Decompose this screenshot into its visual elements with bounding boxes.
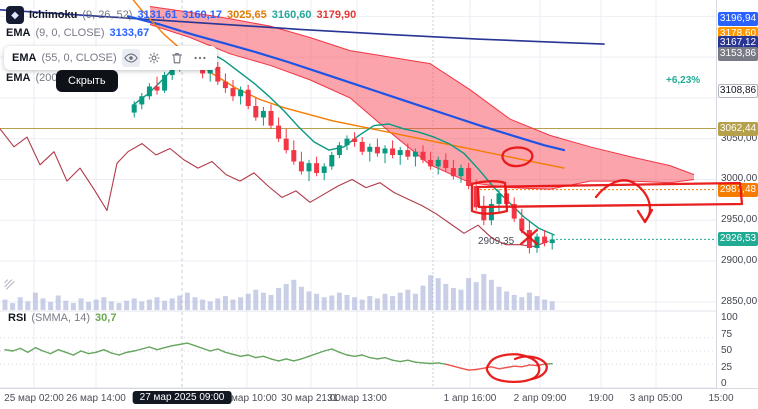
legend-hover-pill: EMA (55, 0, CLOSE): [4, 46, 217, 70]
low-price-label: 2909,35: [478, 236, 515, 247]
price-badge: 3062,44: [718, 121, 758, 136]
price-badge: 2987,48: [718, 182, 758, 197]
gear-icon[interactable]: [145, 49, 163, 67]
rsi-axis-label: 50: [721, 345, 733, 356]
line-chikou: [0, 128, 549, 247]
rsi-axis-label: 0: [721, 378, 727, 389]
line-ema200: [0, 9, 605, 45]
ichimoku-value-3: 3025,65: [226, 9, 267, 21]
indicator-name: RSI: [8, 312, 27, 324]
price-axis-label: 2850,00: [721, 295, 758, 307]
time-tick: 26 мар 14:00: [66, 393, 126, 404]
time-axis[interactable]: 27 мар 2025 09:00 25 мар 02:00 26 мар 14:…: [0, 388, 758, 409]
ichimoku-value-2: 3160,17: [182, 9, 222, 21]
indicator-name: EMA: [6, 27, 31, 39]
ichimoku-value-1: 3131,61: [137, 9, 178, 21]
ichimoku-value-4: 3160,60: [271, 9, 312, 21]
price-axis-label: 3000,00: [721, 173, 758, 185]
pattern-tool-icon[interactable]: [3, 278, 16, 296]
legend-row-ema9[interactable]: EMA (9, 0, CLOSE) 3133,67: [6, 27, 149, 39]
price-axis[interactable]: 3050,00 3000,00 2950,00 2900,00 2850,00 3196,…: [716, 0, 758, 389]
time-tick: 28 мар 10:00: [217, 393, 277, 404]
indicator-name: EMA: [12, 52, 37, 64]
price-badge: 3167,12: [718, 36, 758, 51]
price-badge: 3108,86: [718, 83, 758, 98]
legend-row-rsi[interactable]: RSI (SMMA, 14) 30,7: [8, 312, 116, 324]
crosshair-time-badge: 27 мар 2025 09:00: [132, 391, 232, 404]
line-kijun: [126, 15, 566, 152]
time-tick: 15:00: [708, 393, 734, 404]
indicator-params: (9, 0, CLOSE): [35, 27, 105, 39]
time-tick: 31 мар 13:00: [327, 393, 387, 404]
price-badge: 2926,53: [718, 232, 758, 247]
more-options-icon[interactable]: [191, 49, 209, 67]
indicator-values: 3131,61 3160,17 3025,65 3160,60 3179,90: [137, 9, 356, 21]
time-tick: 3 апр 05:00: [629, 393, 683, 404]
indicator-params: (SMMA, 14): [31, 312, 91, 324]
trash-icon[interactable]: [168, 49, 186, 67]
price-axis-label: 2950,00: [721, 214, 758, 226]
level-lines: [0, 128, 716, 240]
rsi-value: 30,7: [95, 312, 117, 324]
hide-tooltip: Скрыть: [56, 70, 118, 92]
rsi-axis-label: 75: [721, 328, 733, 340]
time-tick: 2 апр 09:00: [513, 393, 567, 404]
indicator-name: EMA: [6, 72, 31, 84]
rsi-bands: [0, 337, 716, 365]
time-tick: 25 мар 02:00: [4, 393, 64, 404]
price-axis-label: 3050,00: [721, 132, 758, 144]
indicator-name: Ichimoku: [29, 9, 78, 21]
price-badge: 3153,86: [718, 46, 758, 61]
time-tick: 30 мар 21:00: [281, 393, 341, 404]
percent-change-label: +6,23%: [666, 75, 701, 86]
time-tick: 1 апр 16:00: [443, 393, 497, 404]
legend-row-ema55[interactable]: EMA (55, 0, CLOSE): [4, 46, 217, 70]
price-badge: 3196,94: [718, 11, 758, 26]
eye-icon[interactable]: [121, 49, 140, 67]
ema9-value: 3133,67: [109, 27, 150, 39]
indicator-params: (55, 0, CLOSE): [41, 52, 117, 64]
legend-row-ichimoku[interactable]: ◆ Ichimoku (9, 26, 52) 3131,61 3160,17 3…: [6, 6, 356, 24]
indicator-params: (9, 26, 52): [82, 9, 133, 21]
price-axis-label: 2900,00: [721, 255, 758, 267]
ichimoku-value-5: 3179,90: [316, 9, 357, 21]
time-tick: 19:00: [588, 393, 614, 404]
rsi-axis-label: 100: [721, 312, 738, 323]
rsi-axis-label: 25: [721, 361, 733, 373]
volume-bars: [2, 274, 555, 310]
symbol-logo-icon: ◆: [6, 6, 24, 24]
